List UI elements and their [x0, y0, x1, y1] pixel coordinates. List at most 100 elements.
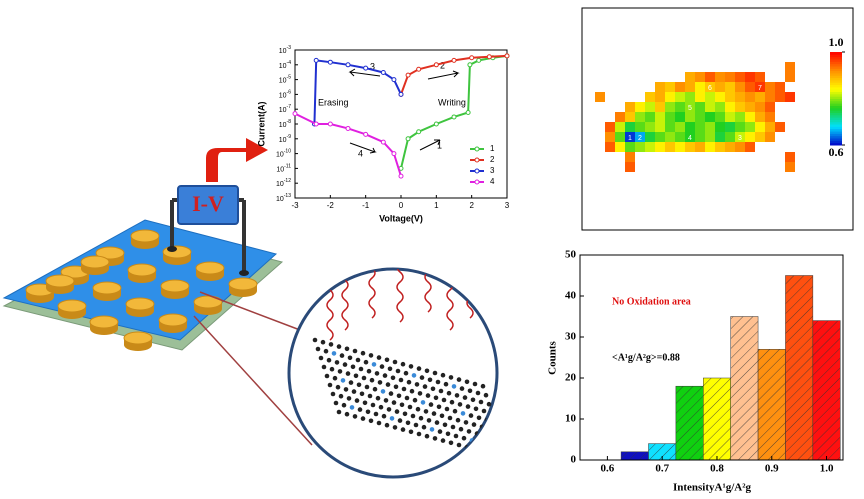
- probe: [167, 246, 177, 252]
- y-tick-label: 40: [565, 290, 577, 302]
- atom: [459, 386, 465, 391]
- heatmap-cell: [725, 112, 735, 122]
- atom: [348, 380, 354, 385]
- series-line: [294, 112, 402, 177]
- y-tick-label: 10-11: [276, 164, 291, 174]
- cell-label: 2: [638, 135, 642, 142]
- heatmap-cell: [765, 122, 775, 132]
- colorbar-step: [830, 96, 842, 99]
- atom: [393, 384, 399, 390]
- polymer-chain: [368, 269, 376, 319]
- heatmap-cell: [675, 132, 685, 142]
- heatmap-cell: [785, 152, 795, 162]
- annotation: 1: [437, 140, 442, 150]
- atom: [329, 366, 335, 372]
- pad-top: [130, 229, 160, 243]
- y-tick-label: 10-4: [279, 60, 291, 70]
- atom: [408, 364, 414, 369]
- heatmap-cell: [655, 132, 665, 142]
- cell-label: 5: [688, 105, 692, 112]
- zoom-line: [199, 291, 301, 331]
- colorbar-step: [830, 140, 842, 144]
- y-tick-label: 0: [571, 454, 577, 466]
- heatmap-cell: [725, 122, 735, 132]
- x-tick-label: 1.0: [820, 463, 834, 475]
- atom: [461, 435, 467, 441]
- atom: [336, 409, 342, 415]
- atom: [450, 424, 456, 430]
- heatmap-cell: [625, 132, 635, 142]
- atom: [462, 395, 468, 400]
- heatmap-cell: [655, 82, 665, 92]
- y-tick-label: 10-6: [279, 90, 291, 100]
- marker: [363, 65, 369, 71]
- atom: [478, 399, 484, 405]
- tick-base: 10: [279, 137, 287, 144]
- atom: [438, 388, 444, 394]
- atom: [411, 373, 417, 378]
- heatmap-cell: [625, 122, 635, 132]
- heatmap-cell: [675, 102, 685, 112]
- graphene-lattice: [312, 269, 497, 459]
- atom: [420, 400, 426, 405]
- heatmap-cell: [675, 122, 685, 132]
- y-tick-label: 10-9: [279, 134, 291, 144]
- heatmap-cell: [665, 142, 675, 152]
- atom: [434, 420, 440, 425]
- atom: [351, 389, 357, 394]
- atom: [375, 395, 381, 401]
- pad-top: [193, 295, 223, 309]
- heatmap-cell: [705, 102, 715, 112]
- heatmap-cell: [645, 142, 655, 152]
- device-illustration: I-V: [2, 138, 499, 479]
- atom: [492, 419, 497, 425]
- atom: [368, 418, 374, 424]
- pad-top: [123, 331, 153, 345]
- atom: [409, 388, 415, 394]
- atom: [359, 391, 365, 397]
- colorbar-step: [830, 138, 842, 141]
- y-tick-label: 10: [565, 413, 577, 425]
- atom: [406, 379, 412, 385]
- marker: [416, 66, 422, 72]
- tick-exponent: -4: [287, 60, 292, 66]
- legend-marker: [474, 168, 480, 174]
- atom: [477, 440, 483, 445]
- atom: [432, 370, 438, 376]
- marker: [465, 109, 471, 115]
- atom: [482, 433, 488, 439]
- legend-label: 2: [490, 155, 495, 164]
- tick-base: 10: [279, 122, 287, 129]
- atom: [376, 355, 382, 360]
- atom: [490, 435, 496, 441]
- atom: [454, 393, 460, 398]
- atom: [387, 366, 393, 372]
- marker: [391, 77, 397, 83]
- tick-base: 10: [279, 107, 287, 114]
- colorbar-step: [830, 121, 842, 125]
- colorbar-step: [830, 56, 842, 60]
- heatmap-cell: [635, 142, 645, 152]
- atom: [437, 429, 443, 434]
- atom: [467, 388, 473, 394]
- y-axis-label: Current(A): [256, 102, 266, 147]
- heatmap-cell: [675, 92, 685, 102]
- heatmap-cell: [735, 72, 745, 82]
- bar-hatch: [621, 451, 649, 460]
- marker: [380, 139, 386, 145]
- marker: [398, 173, 404, 179]
- pad-top: [162, 245, 192, 259]
- atom: [366, 368, 372, 374]
- marker: [363, 131, 369, 137]
- atom: [416, 366, 422, 371]
- heatmap-cell: [785, 92, 795, 102]
- pad-top: [92, 281, 122, 295]
- atom: [360, 416, 366, 421]
- atom: [389, 416, 395, 421]
- atom: [470, 397, 476, 403]
- heatmap-cell: [695, 72, 705, 82]
- atom: [382, 373, 388, 378]
- tick-exponent: -5: [287, 75, 292, 81]
- atom: [350, 364, 356, 370]
- atom: [364, 384, 370, 390]
